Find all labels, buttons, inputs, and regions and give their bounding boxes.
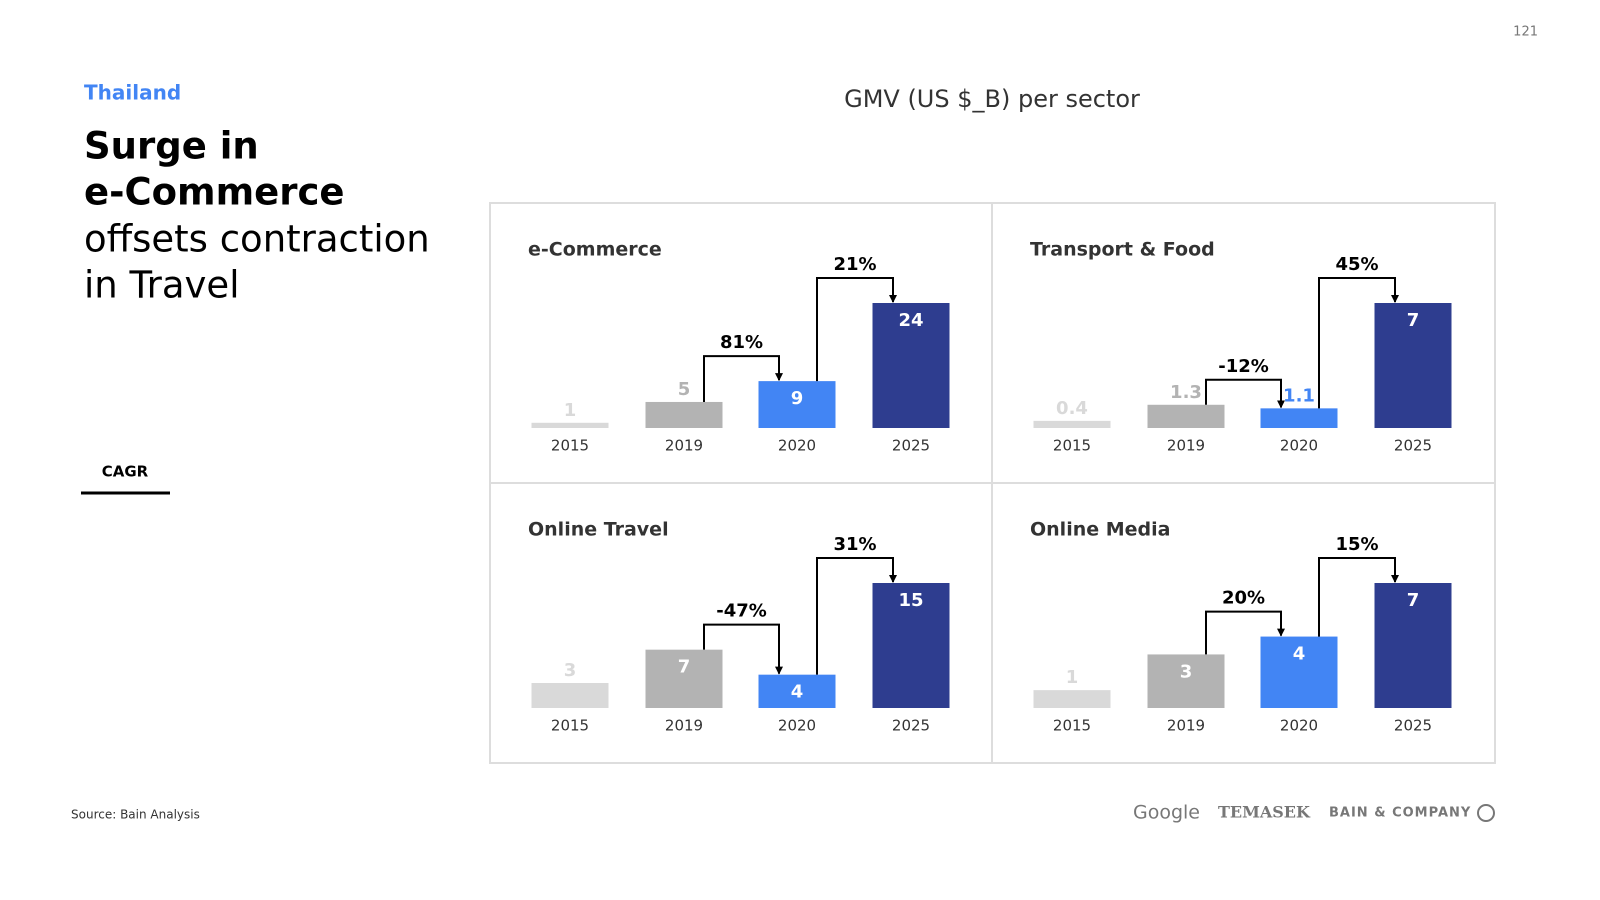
value-label: 4 — [1293, 644, 1306, 665]
bar — [1374, 583, 1452, 708]
x-tick-label: 2020 — [778, 437, 816, 455]
logo-mark — [1477, 804, 1495, 822]
bar — [872, 583, 950, 708]
x-tick-label: 2015 — [551, 437, 589, 455]
x-tick-label: 2025 — [1394, 717, 1432, 735]
bar — [758, 674, 836, 708]
panel-title: Online Media — [1030, 519, 1170, 541]
value-label: 15 — [898, 590, 923, 611]
bar — [1033, 690, 1111, 708]
x-tick-label: 2019 — [665, 437, 703, 455]
x-tick-label: 2015 — [1053, 717, 1091, 735]
connector — [1318, 277, 1399, 409]
value-label: 24 — [898, 310, 923, 331]
panel-title: e-Commerce — [528, 239, 662, 261]
panel-title: Online Travel — [528, 519, 669, 541]
logo: BAIN & COMPANY — [1329, 806, 1471, 821]
x-tick-label: 2020 — [1280, 437, 1318, 455]
bar — [1374, 303, 1452, 428]
cagr-label: 21% — [833, 254, 876, 275]
x-tick-label: 2025 — [1394, 437, 1432, 455]
value-label: 5 — [678, 379, 691, 400]
cagr-label: -12% — [1218, 356, 1269, 377]
chart-heading: GMV (US $_B) per sector — [844, 85, 1140, 113]
x-tick-label: 2020 — [1280, 717, 1318, 735]
value-label: 1 — [1066, 667, 1079, 688]
cagr-label: -47% — [716, 601, 767, 622]
legend-label: CAGR — [102, 463, 149, 481]
country: Thailand — [84, 81, 181, 105]
bar — [1147, 654, 1225, 708]
logo: TEMASEK — [1218, 803, 1311, 822]
x-tick-label: 2015 — [1053, 437, 1091, 455]
value-label: 3 — [1180, 661, 1193, 682]
value-label: 3 — [564, 660, 577, 681]
value-label: 9 — [791, 388, 804, 409]
value-label: 7 — [1407, 590, 1420, 611]
bar — [1260, 636, 1338, 708]
cagr-label: 20% — [1222, 588, 1265, 609]
value-label: 7 — [1407, 310, 1420, 331]
title-line: e-Commerce — [84, 171, 345, 214]
bar — [645, 649, 723, 708]
title-line: in Travel — [84, 264, 239, 307]
cagr-label: 45% — [1335, 254, 1378, 275]
x-tick-label: 2025 — [892, 437, 930, 455]
value-label: 1.1 — [1283, 385, 1315, 406]
x-tick-label: 2019 — [1167, 437, 1205, 455]
value-label: 7 — [678, 657, 691, 678]
source: Source: Bain Analysis — [71, 808, 200, 822]
page-number: 121 — [1513, 25, 1538, 40]
connector — [1205, 610, 1285, 655]
value-label: 1 — [564, 400, 577, 421]
value-label: 1.3 — [1170, 382, 1202, 403]
value-label: 4 — [791, 682, 804, 703]
bar — [1147, 404, 1225, 428]
bar — [758, 381, 836, 428]
value-label: 0.4 — [1056, 398, 1088, 419]
connector — [1205, 378, 1285, 409]
connector — [703, 355, 783, 402]
bar — [531, 422, 609, 428]
logo: Google — [1133, 802, 1200, 824]
x-tick-label: 2015 — [551, 717, 589, 735]
cagr-label: 81% — [720, 332, 763, 353]
cagr-label: 31% — [833, 534, 876, 555]
bar — [1033, 420, 1111, 428]
title-line: Surge in — [84, 125, 259, 168]
x-tick-label: 2025 — [892, 717, 930, 735]
bar — [1260, 408, 1338, 428]
connector — [703, 623, 783, 675]
cagr-label: 15% — [1335, 534, 1378, 555]
title-line: offsets contraction — [84, 218, 430, 261]
bar — [872, 303, 950, 428]
connector — [816, 277, 897, 382]
x-tick-label: 2019 — [1167, 717, 1205, 735]
connector — [816, 557, 897, 675]
bar — [645, 401, 723, 428]
x-tick-label: 2020 — [778, 717, 816, 735]
connector — [1318, 557, 1399, 637]
x-tick-label: 2019 — [665, 717, 703, 735]
panel-title: Transport & Food — [1030, 239, 1215, 261]
bar — [531, 683, 609, 708]
